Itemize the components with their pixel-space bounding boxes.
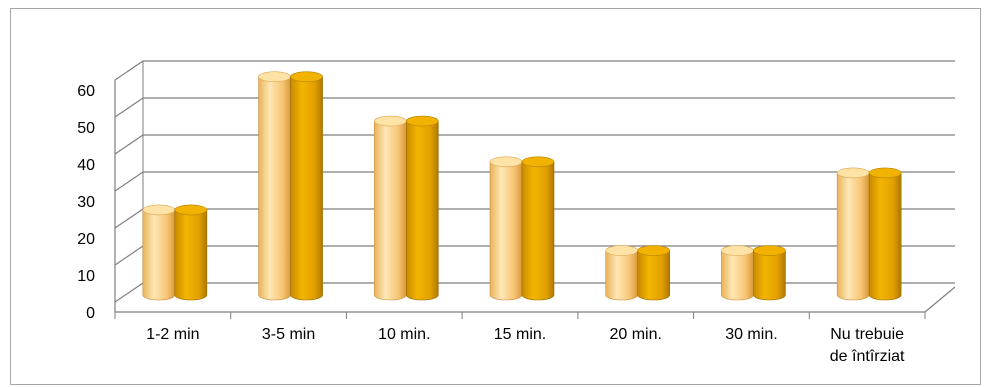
x-tick-label: 3-5 min (262, 326, 315, 343)
bar-body (405, 120, 439, 301)
bar-cap (605, 245, 639, 256)
x-tick-label: de întîrziat (830, 348, 905, 365)
bar-dark (174, 204, 208, 301)
bar-body (637, 250, 671, 301)
bar-dark (753, 245, 786, 301)
gridline-side (114, 245, 144, 266)
bar-cap (753, 245, 786, 256)
bar-cap (258, 71, 291, 82)
x-tick-label: 20 min. (609, 326, 661, 343)
bar-dark (868, 167, 902, 301)
gridline-side (114, 171, 144, 192)
bar-light (489, 156, 523, 301)
bar-dark (405, 115, 439, 301)
bar-cap (290, 71, 323, 82)
bar-light (142, 204, 176, 301)
bar-dark (290, 71, 323, 301)
bars (142, 71, 902, 301)
bar-body (868, 172, 902, 301)
x-tick-label: 30 min. (725, 326, 777, 343)
bar-body (605, 250, 639, 301)
bar-body (489, 161, 523, 301)
bar-cap (174, 204, 208, 216)
bar-cap (373, 115, 407, 127)
y-tick-label: 10 (77, 268, 95, 285)
bar-body (373, 120, 407, 301)
bar-dark (637, 245, 671, 301)
axes (114, 61, 956, 319)
bar-body (174, 209, 208, 301)
bar-light (605, 245, 639, 301)
x-tick-label: 10 min. (378, 326, 430, 343)
bar-cap (721, 245, 754, 256)
y-tick-label: 40 (77, 157, 95, 174)
bar-cap (868, 167, 902, 179)
bar-body (290, 76, 323, 301)
bar-body (721, 250, 754, 301)
y-tick-label: 0 (86, 305, 95, 322)
bar-light (836, 167, 870, 301)
bar-body (142, 209, 176, 301)
bar-body (521, 161, 555, 301)
bar-cap (637, 245, 671, 256)
bar-dark (521, 156, 555, 301)
x-tick-labels: 1-2 min 3-5 min 10 min. 15 min. 20 min. 30 mi… (146, 326, 905, 365)
gridline-side (114, 134, 144, 155)
y-tick-label: 20 (77, 231, 95, 248)
x-tick-label: Nu trebuie (830, 326, 904, 343)
gridline-side (114, 97, 144, 118)
bar-cap (142, 204, 176, 216)
bar-body (258, 76, 291, 301)
y-tick-label: 30 (77, 194, 95, 211)
gridline-side (114, 208, 144, 229)
bar-cap (405, 115, 439, 127)
bar-light (721, 245, 754, 301)
y-tick-label: 50 (77, 120, 95, 137)
bar-cap (836, 167, 870, 179)
bar-light (258, 71, 291, 301)
floor-edge (924, 286, 956, 313)
gridline-side (114, 282, 144, 303)
x-tick-label: 1-2 min (146, 326, 199, 343)
bar-body (753, 250, 786, 301)
bar-light (373, 115, 407, 301)
bar-body (836, 172, 870, 301)
y-tick-labels: 0 10 20 30 40 50 60 (77, 83, 95, 322)
x-tick-label: 15 min. (494, 326, 546, 343)
bar-cap (489, 156, 523, 168)
gridline-side (114, 60, 144, 81)
y-tick-label: 60 (77, 83, 95, 100)
bar-cap (521, 156, 555, 168)
